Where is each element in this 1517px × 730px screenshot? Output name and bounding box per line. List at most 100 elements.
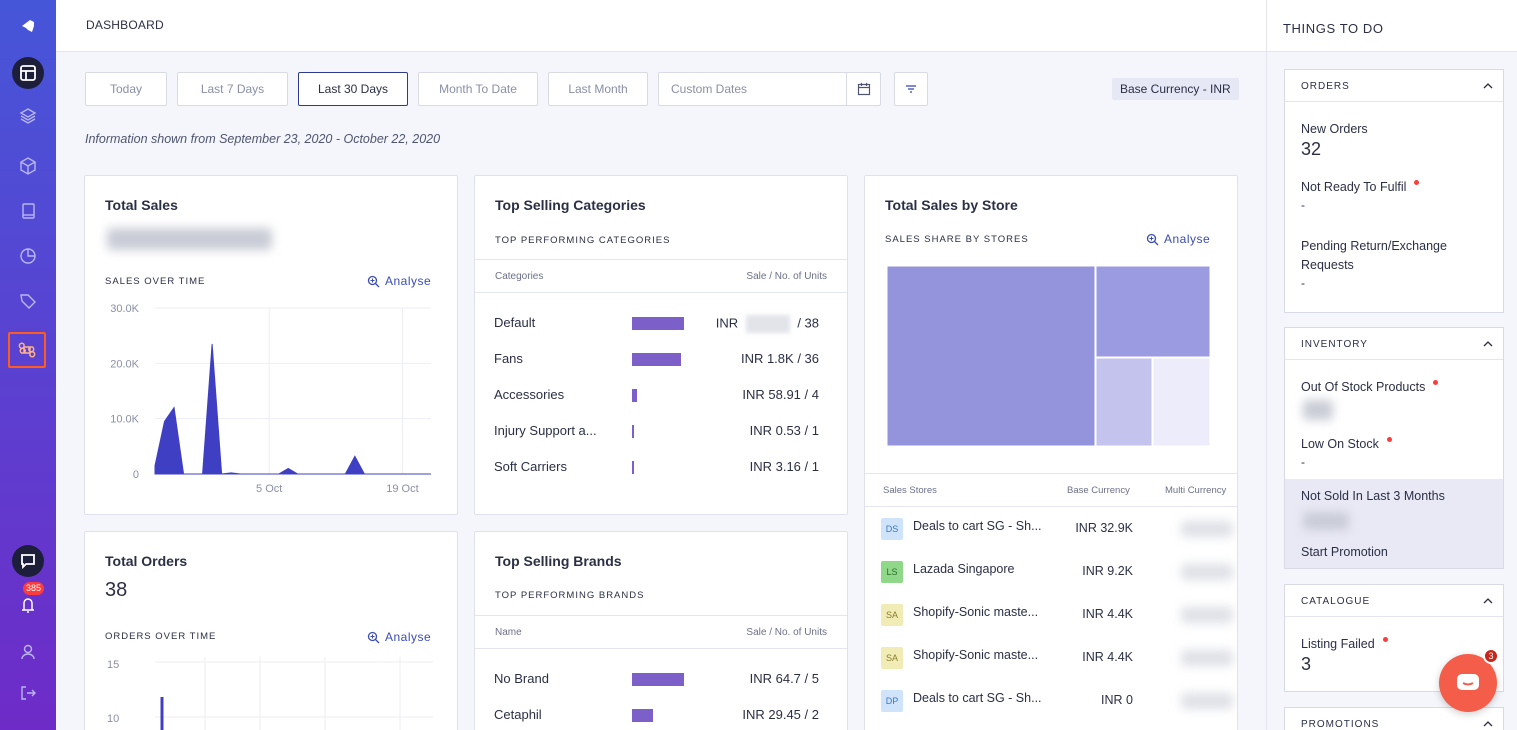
store-row[interactable]: DS Deals to cart SG - Sh... INR 32.9K bbox=[865, 509, 1237, 545]
catalogue-section-header[interactable]: CATALOGUE bbox=[1285, 585, 1503, 617]
book-icon[interactable] bbox=[10, 193, 46, 229]
category-value: INR 58.91 / 4 bbox=[742, 387, 819, 402]
package-icon[interactable] bbox=[10, 148, 46, 184]
notifications-icon[interactable]: 385 bbox=[10, 582, 46, 622]
category-name: Default bbox=[494, 315, 536, 330]
filter-last-30-days-button[interactable]: Last 30 Days bbox=[298, 72, 408, 106]
listing-failed-text: Listing Failed bbox=[1301, 637, 1375, 651]
brand-name: Cetaphil bbox=[494, 707, 542, 722]
store-badge: LS bbox=[881, 561, 903, 583]
out-of-stock-label[interactable]: Out Of Stock Products bbox=[1301, 380, 1439, 394]
chevron-up-icon[interactable] bbox=[1483, 596, 1493, 606]
logout-icon[interactable] bbox=[10, 675, 46, 711]
layers-icon[interactable] bbox=[10, 98, 46, 134]
store-multi-currency-redacted bbox=[1181, 607, 1233, 623]
chevron-up-icon[interactable] bbox=[1483, 81, 1493, 91]
user-icon[interactable] bbox=[10, 634, 46, 670]
brands-col-header: Name bbox=[495, 627, 522, 638]
total-orders-card: Total Orders 38 ORDERS OVER TIME Analyse… bbox=[84, 531, 458, 730]
category-name: Soft Carriers bbox=[494, 459, 567, 474]
total-sales-card: Total Sales SALES OVER TIME Analyse 30.0… bbox=[84, 175, 458, 515]
store-row[interactable]: DP Deals to cart SG - Sh... INR 0 bbox=[865, 681, 1237, 717]
store-row[interactable]: LS Lazada Singapore INR 9.2K bbox=[865, 552, 1237, 588]
filter-last-7-days-button[interactable]: Last 7 Days bbox=[177, 72, 288, 106]
store-badge: DS bbox=[881, 518, 903, 540]
not-sold-highlight[interactable]: Not Sold In Last 3 Months Start Promotio… bbox=[1285, 479, 1503, 568]
pie-chart-icon[interactable] bbox=[10, 238, 46, 274]
sales-over-time-chart: 30.0K 20.0K 10.0K 0 5 Oct 19 Oct bbox=[110, 303, 431, 495]
custom-dates-placeholder: Custom Dates bbox=[671, 82, 748, 96]
new-orders-label[interactable]: New Orders bbox=[1301, 122, 1368, 136]
tag-icon[interactable] bbox=[10, 283, 46, 319]
alert-dot bbox=[1433, 380, 1439, 385]
filter-month-to-date-button[interactable]: Month To Date bbox=[418, 72, 538, 106]
low-on-stock-label[interactable]: Low On Stock bbox=[1301, 437, 1392, 451]
app-logo-icon[interactable] bbox=[10, 8, 46, 44]
start-promotion-link[interactable]: Start Promotion bbox=[1301, 545, 1388, 559]
filter-options-button[interactable] bbox=[894, 72, 928, 106]
category-units: / 1 bbox=[804, 423, 819, 438]
chevron-up-icon[interactable] bbox=[1483, 719, 1493, 729]
pending-requests-label[interactable]: Pending Return/Exchange Requests bbox=[1301, 239, 1447, 272]
total-sales-analyse-link[interactable]: Analyse bbox=[367, 274, 431, 288]
sales-y-tick: 20.0K bbox=[110, 358, 139, 370]
page-title: DASHBOARD bbox=[86, 18, 164, 32]
category-name: Accessories bbox=[494, 387, 565, 402]
category-currency: INR bbox=[749, 423, 776, 438]
store-row[interactable]: SA Shopify-Sonic maste... INR 4.4K bbox=[865, 638, 1237, 674]
top-categories-subtitle: TOP PERFORMING CATEGORIES bbox=[495, 235, 671, 246]
left-rail: 385 bbox=[0, 0, 56, 730]
new-orders-value: 32 bbox=[1301, 139, 1322, 159]
top-categories-card: Top Selling Categories TOP PERFORMING CA… bbox=[474, 175, 848, 515]
store-row[interactable]: SA Shopify-Sonic maste... INR 4.4K bbox=[865, 595, 1237, 631]
category-value: INR 3.16 / 1 bbox=[750, 459, 819, 474]
store-badge: DP bbox=[881, 690, 903, 712]
dashboard-icon[interactable] bbox=[12, 57, 44, 89]
category-units: / 4 bbox=[804, 387, 819, 402]
treemap-tile-lazada bbox=[1095, 265, 1211, 358]
out-of-stock-value-redacted bbox=[1303, 400, 1333, 420]
sales-y-tick: 30.0K bbox=[110, 303, 139, 315]
promotions-section-header[interactable]: PROMOTIONS bbox=[1285, 708, 1503, 730]
brand-value: INR 64.7 / 5 bbox=[750, 671, 819, 686]
filter-today-button[interactable]: Today bbox=[85, 72, 167, 106]
promotions-section-title: PROMOTIONS bbox=[1301, 719, 1380, 730]
sales-by-store-analyse-link[interactable]: Analyse bbox=[1146, 232, 1210, 246]
orders-over-time-chart: 15 10 bbox=[107, 657, 433, 730]
brand-currency: INR bbox=[749, 671, 776, 686]
total-orders-analyse-link[interactable]: Analyse bbox=[367, 630, 431, 644]
not-ready-to-fulfil-label[interactable]: Not Ready To Fulfil bbox=[1301, 180, 1420, 194]
inventory-section-title: INVENTORY bbox=[1301, 339, 1368, 350]
store-badge: SA bbox=[881, 604, 903, 626]
orders-over-time-label: ORDERS OVER TIME bbox=[105, 631, 217, 642]
sales-x-tick: 5 Oct bbox=[256, 483, 282, 495]
category-value: INR 1.8K / 36 bbox=[741, 351, 819, 366]
brand-bar bbox=[632, 673, 684, 686]
total-orders-title: Total Orders bbox=[105, 553, 188, 569]
support-chat-button[interactable]: 3 bbox=[1439, 648, 1499, 712]
sales-y-tick: 0 bbox=[133, 469, 139, 481]
not-ready-to-fulfil-value: - bbox=[1301, 198, 1305, 212]
brands-table-header: Name Sale / No. of Units bbox=[475, 615, 847, 649]
store-multi-currency-redacted bbox=[1181, 650, 1233, 666]
total-sales-value-redacted bbox=[107, 228, 272, 250]
filter-icon bbox=[906, 85, 916, 93]
store-name: Deals to cart SG - Sh... bbox=[913, 691, 1042, 705]
orders-section-header[interactable]: ORDERS bbox=[1285, 70, 1503, 102]
category-currency: INR bbox=[715, 315, 742, 331]
brand-name: No Brand bbox=[494, 671, 549, 686]
chat-icon[interactable] bbox=[12, 545, 44, 577]
filter-last-month-button[interactable]: Last Month bbox=[548, 72, 648, 106]
category-currency: INR bbox=[740, 351, 767, 366]
category-row: Default INR / 38 bbox=[475, 305, 847, 341]
calendar-icon[interactable] bbox=[846, 73, 880, 105]
custom-dates-input[interactable]: Custom Dates bbox=[658, 72, 881, 106]
inventory-section: INVENTORY Out Of Stock Products Low On S… bbox=[1284, 327, 1504, 569]
low-on-stock-value: - bbox=[1301, 455, 1305, 469]
total-sales-analyse-label: Analyse bbox=[385, 274, 432, 288]
inventory-section-header[interactable]: INVENTORY bbox=[1285, 328, 1503, 360]
listing-failed-label[interactable]: Listing Failed bbox=[1301, 637, 1388, 651]
chevron-up-icon[interactable] bbox=[1483, 339, 1493, 349]
category-row: Accessories INR 58.91 / 4 bbox=[475, 377, 847, 413]
command-icon[interactable] bbox=[8, 332, 46, 368]
